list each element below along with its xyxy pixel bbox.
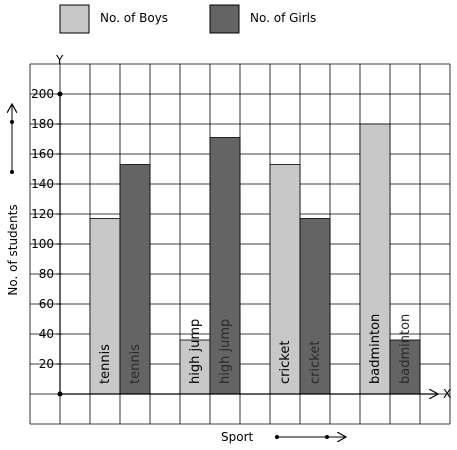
y-axis-title-arrow [10, 104, 14, 174]
y-tick-label: 200 [31, 87, 54, 101]
y-tick-label: 20 [39, 357, 54, 371]
bar-boys-cricket [269, 164, 301, 395]
legend-swatch-girls [209, 4, 240, 34]
y-ticks: 20 40 60 80 100 120 140 160 180 200 [31, 87, 62, 371]
bar-label: cricket [308, 341, 323, 384]
legend-label-boys: No. of Boys [100, 11, 168, 25]
y-tick-label: 160 [31, 147, 54, 161]
bar-label: badminton [368, 314, 383, 384]
bar-label: tennis [128, 344, 143, 384]
y-tick-label: 40 [39, 327, 54, 341]
bars: tennis tennis high jump high jump cricket cri… [89, 123, 421, 395]
legend: No. of Boys No. of Girls [59, 4, 316, 34]
x-axis-title: Sport [221, 430, 254, 444]
legend-label-girls: No. of Girls [250, 11, 316, 25]
bar-label: cricket [278, 341, 293, 384]
y-tick-label: 80 [39, 267, 54, 281]
bar-boys-badminton [359, 123, 391, 395]
bar-label: badminton [398, 314, 413, 384]
y-tick-label: 100 [31, 237, 54, 251]
y-tick-label: 140 [31, 177, 54, 191]
bar-girls-badminton [389, 339, 421, 395]
legend-swatch-boys [59, 4, 90, 34]
bar-label: tennis [98, 344, 113, 384]
x-axis-title-arrow [275, 435, 346, 439]
bar-girls-high-jump [209, 137, 241, 395]
y-axis-letter: Y [55, 53, 64, 67]
y-tick-label: 60 [39, 297, 54, 311]
y-axis-title: No. of students [6, 204, 20, 295]
bar-label: high jump [218, 319, 233, 384]
y-tick-label: 120 [31, 207, 54, 221]
x-axis-letter: X [443, 387, 451, 401]
y-tick-label: 180 [31, 117, 54, 131]
origin-point [57, 391, 63, 397]
bar-girls-cricket [299, 218, 331, 395]
bar-label: high jump [188, 319, 203, 384]
bar-boys-tennis [89, 218, 121, 395]
